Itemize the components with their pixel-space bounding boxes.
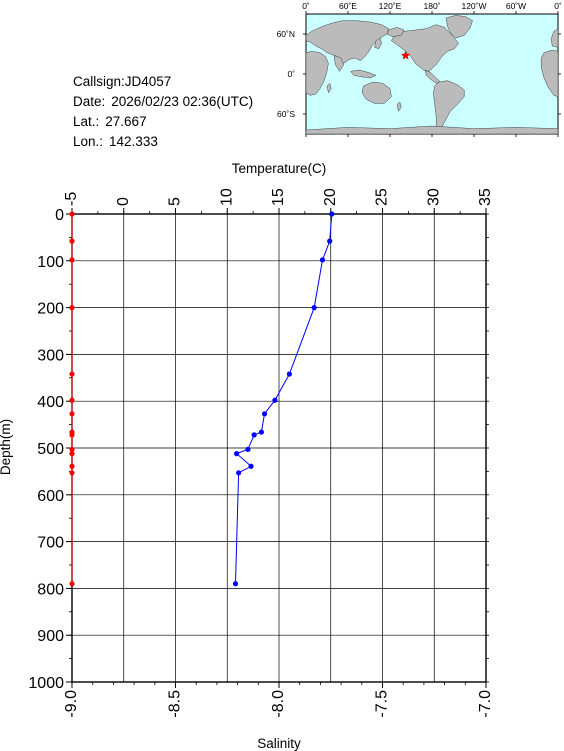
temperature-point <box>286 371 292 377</box>
chart-grid <box>71 213 487 683</box>
salinity-tick-label: -7.0 <box>477 690 494 718</box>
temperature-point <box>329 211 335 217</box>
depth-tick-label: 500 <box>37 441 64 458</box>
temperature-tick-label: 20 <box>322 188 339 206</box>
salinity-point <box>69 397 75 403</box>
temperature-tick-label: 10 <box>218 188 235 206</box>
salinity-point <box>69 371 75 377</box>
temperature-point <box>232 581 239 587</box>
lon-value: 142.333 <box>109 134 158 149</box>
salinity-point <box>69 446 75 453</box>
depth-tick-label: 800 <box>37 581 64 598</box>
lat-label: Lat.: <box>73 114 100 129</box>
salinity-point <box>69 257 75 263</box>
salinity-point <box>69 305 75 311</box>
date-value: 2026/02/23 02:36(UTC) <box>111 94 254 109</box>
temperature-tick-label: -5 <box>63 192 80 206</box>
temperature-tick-label: 35 <box>477 188 494 206</box>
temperature-tick-label: 15 <box>270 188 287 206</box>
temperature-point <box>311 305 317 311</box>
salinity-point <box>69 463 75 469</box>
salinity-point <box>69 470 75 476</box>
temperature-tick-label: 0 <box>115 197 132 206</box>
depth-tick-label: 700 <box>37 535 64 552</box>
salinity-point <box>69 432 75 438</box>
callsign-value: JD4057 <box>124 74 172 89</box>
depth-tick-label: 300 <box>37 347 64 364</box>
temperature-point <box>236 470 242 476</box>
temperature-point <box>258 429 265 435</box>
temperature-axis-title: Temperature(C) <box>232 161 327 176</box>
salinity-tick-label: -9.0 <box>63 690 80 718</box>
depth-tick-label: 600 <box>37 488 64 505</box>
temperature-point <box>251 432 257 438</box>
station-info: Callsign:JD4057 Date: 2026/02/23 02:36(UT… <box>73 72 253 152</box>
depth-tick-label: 400 <box>37 394 64 411</box>
salinity-point <box>69 211 75 217</box>
temperature-point <box>327 238 333 244</box>
salinity-point <box>69 411 75 417</box>
salinity-point <box>69 581 75 587</box>
chart-tick-labels: -5 0 5 10 15 20 25 30 35010020030040050060070080… <box>28 188 494 717</box>
salinity-point <box>69 238 75 244</box>
temperature-tick-label: 30 <box>425 188 442 206</box>
depth-tick-label: 0 <box>55 207 64 224</box>
temperature-point <box>319 257 326 263</box>
temperature-point <box>233 451 240 457</box>
lat-row: Lat.: 27.667 <box>73 112 253 132</box>
callsign-label: Callsign: <box>73 74 125 89</box>
salinity-tick-label: -8.5 <box>167 690 184 718</box>
salinity-point <box>69 451 75 457</box>
temperature-series-line <box>235 213 333 584</box>
date-row: Date: 2026/02/23 02:36(UTC) <box>73 92 253 112</box>
lon-label: Lon.: <box>73 134 104 149</box>
callsign-row: Callsign:JD4057 <box>73 72 253 92</box>
temperature-point <box>248 463 254 469</box>
temperature-tick-label: 25 <box>374 188 391 206</box>
temperature-point <box>245 446 251 453</box>
salinity-tick-label: -7.5 <box>374 690 391 718</box>
temperature-tick-label: 5 <box>167 197 184 206</box>
depth-tick-label: 100 <box>37 254 64 271</box>
depth-tick-label: 900 <box>37 628 64 645</box>
salinity-axis-title: Salinity <box>257 736 301 751</box>
temperature-point <box>261 411 268 417</box>
salinity-tick-label: -8.0 <box>270 690 287 718</box>
depth-tick-label: 200 <box>37 301 64 318</box>
depth-tick-label: 1000 <box>28 675 64 692</box>
date-label: Date: <box>73 94 106 109</box>
chart-series <box>69 211 335 587</box>
lon-row: Lon.: 142.333 <box>73 132 253 152</box>
lat-value: 27.667 <box>105 114 147 129</box>
temperature-point <box>272 397 278 403</box>
depth-axis-title: Depth(m) <box>0 419 13 475</box>
